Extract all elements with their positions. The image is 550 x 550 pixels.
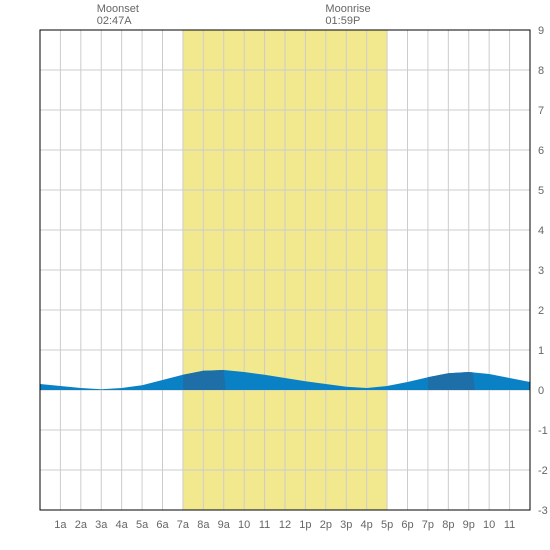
x-tick-label: 5p <box>381 519 393 531</box>
x-tick-label: 1a <box>54 519 67 531</box>
x-tick-label: 2a <box>75 519 88 531</box>
x-tick-label: 8a <box>197 519 210 531</box>
y-tick-label: -1 <box>538 425 548 437</box>
tide-chart: -3-2-101234567891a2a3a4a5a6a7a8a9a101112… <box>0 0 550 550</box>
annotation-label: Moonrise <box>325 3 370 15</box>
x-tick-label: 6a <box>156 519 169 531</box>
x-tick-label: 7a <box>177 519 190 531</box>
y-tick-label: 1 <box>538 345 544 357</box>
y-tick-label: 0 <box>538 385 544 397</box>
x-tick-label: 12 <box>279 519 291 531</box>
annotation-label: Moonset <box>97 3 139 15</box>
x-tick-label: 10 <box>483 519 495 531</box>
x-tick-label: 3a <box>95 519 108 531</box>
x-tick-label: 7p <box>422 519 434 531</box>
y-tick-label: -2 <box>538 465 548 477</box>
x-tick-label: 2p <box>320 519 332 531</box>
x-tick-label: 11 <box>504 519 515 531</box>
y-tick-label: 2 <box>538 305 544 317</box>
y-tick-label: -3 <box>538 505 548 517</box>
y-tick-label: 4 <box>538 225 544 237</box>
x-tick-label: 5a <box>136 519 149 531</box>
y-tick-label: 3 <box>538 265 544 277</box>
x-tick-label: 10 <box>238 519 250 531</box>
x-tick-label: 4p <box>361 519 373 531</box>
x-tick-label: 9p <box>463 519 475 531</box>
x-tick-label: 6p <box>401 519 413 531</box>
x-tick-label: 3p <box>340 519 352 531</box>
y-tick-label: 6 <box>538 145 544 157</box>
y-tick-label: 5 <box>538 185 544 197</box>
x-tick-label: 1p <box>299 519 311 531</box>
x-tick-label: 11 <box>259 519 270 531</box>
y-tick-label: 8 <box>538 65 544 77</box>
annotation-time: 01:59P <box>325 15 360 27</box>
annotation-time: 02:47A <box>97 15 133 27</box>
y-tick-label: 9 <box>538 25 544 37</box>
x-tick-label: 4a <box>116 519 129 531</box>
y-tick-label: 7 <box>538 105 544 117</box>
tide-area-dark <box>428 372 475 390</box>
x-tick-label: 8p <box>442 519 454 531</box>
x-tick-label: 9a <box>218 519 231 531</box>
